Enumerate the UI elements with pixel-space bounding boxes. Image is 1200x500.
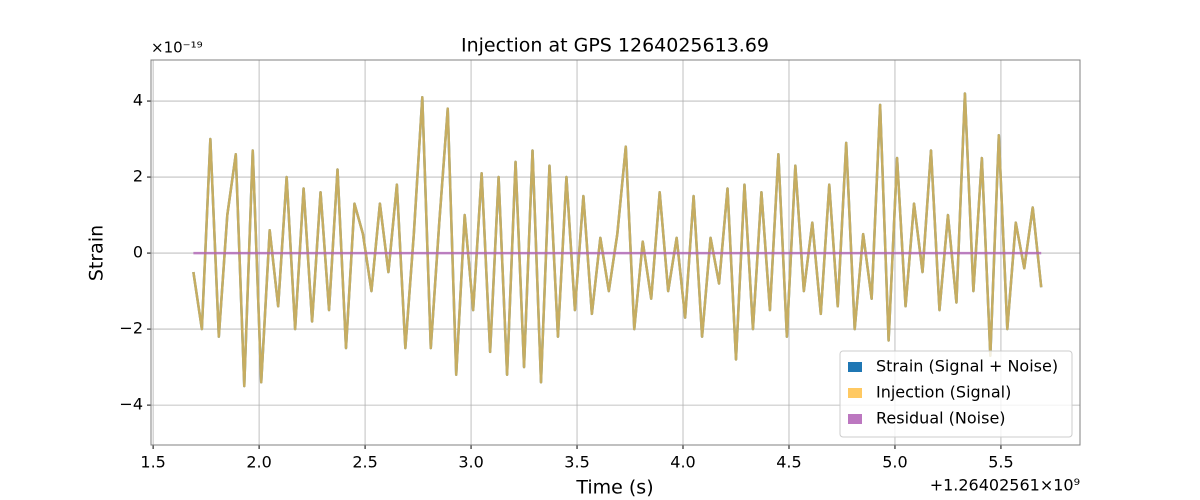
legend: Strain (Signal + Noise) Injection (Signal…	[839, 350, 1073, 438]
y-axis-label: Strain	[86, 225, 108, 281]
x-tick-label: 5.0	[882, 453, 907, 472]
x-axis-label: Time (s)	[575, 477, 653, 499]
x-tick-label: 3.5	[564, 453, 589, 472]
legend-swatch	[848, 362, 862, 372]
legend-swatch	[848, 414, 862, 424]
y-offset-label: ×10⁻¹⁹	[151, 39, 203, 57]
legend-swatch	[848, 388, 862, 398]
x-tick-label: 3.0	[458, 453, 483, 472]
chart-title: Injection at GPS 1264025613.69	[461, 35, 769, 57]
x-tick-label: 4.5	[776, 453, 801, 472]
x-tick-label: 5.5	[988, 453, 1013, 472]
x-tick-label: 1.5	[140, 453, 165, 472]
y-tick-label: 4	[133, 91, 143, 110]
y-tick-label: 2	[133, 167, 143, 186]
series-line	[192, 92, 1043, 388]
x-offset-label: +1.26402561×10⁹	[930, 476, 1080, 495]
y-tick-label: −4	[119, 395, 143, 414]
legend-label: Injection (Signal)	[876, 383, 1011, 402]
x-tick-label: 2.0	[246, 453, 271, 472]
legend-frame	[839, 350, 1073, 438]
legend-label: Strain (Signal + Noise)	[876, 357, 1058, 376]
y-tick-label: 0	[133, 243, 143, 262]
x-tick-label: 2.5	[352, 453, 377, 472]
legend-label: Residual (Noise)	[876, 409, 1006, 428]
x-tick-label: 4.0	[670, 453, 695, 472]
plot-frame	[150, 59, 1081, 446]
y-tick-label: −2	[119, 319, 143, 338]
